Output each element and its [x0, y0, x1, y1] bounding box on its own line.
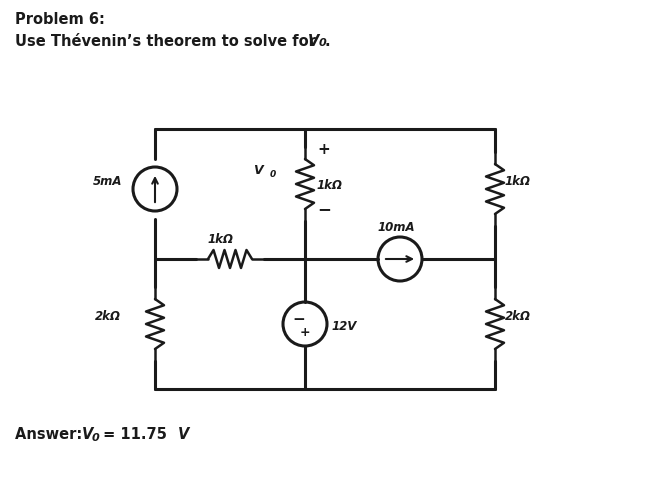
Text: V: V [307, 34, 319, 49]
Text: +: + [300, 326, 311, 338]
Text: 10mA: 10mA [378, 221, 415, 234]
Text: 1kΩ: 1kΩ [505, 175, 531, 188]
Text: V: V [178, 427, 190, 442]
Text: −: − [292, 313, 305, 328]
Text: Problem 6:: Problem 6: [15, 12, 105, 27]
Text: 2kΩ: 2kΩ [95, 310, 121, 323]
Text: V: V [82, 427, 93, 442]
Text: 0: 0 [318, 39, 326, 48]
Text: +: + [317, 142, 330, 157]
Text: 1kΩ: 1kΩ [317, 179, 343, 192]
Text: 5mA: 5mA [93, 175, 122, 188]
Text: 2kΩ: 2kΩ [505, 310, 531, 323]
Text: Use Thévenin’s theorem to solve for: Use Thévenin’s theorem to solve for [15, 34, 321, 49]
Text: 0: 0 [270, 170, 276, 179]
Text: Answer:: Answer: [15, 427, 87, 442]
Text: 1kΩ: 1kΩ [208, 233, 234, 246]
Text: V: V [253, 164, 263, 177]
Text: 0: 0 [92, 433, 100, 443]
Text: = 11.75: = 11.75 [98, 427, 172, 442]
Text: −: − [317, 200, 331, 218]
Text: 12V: 12V [332, 320, 357, 333]
Text: .: . [325, 34, 330, 49]
